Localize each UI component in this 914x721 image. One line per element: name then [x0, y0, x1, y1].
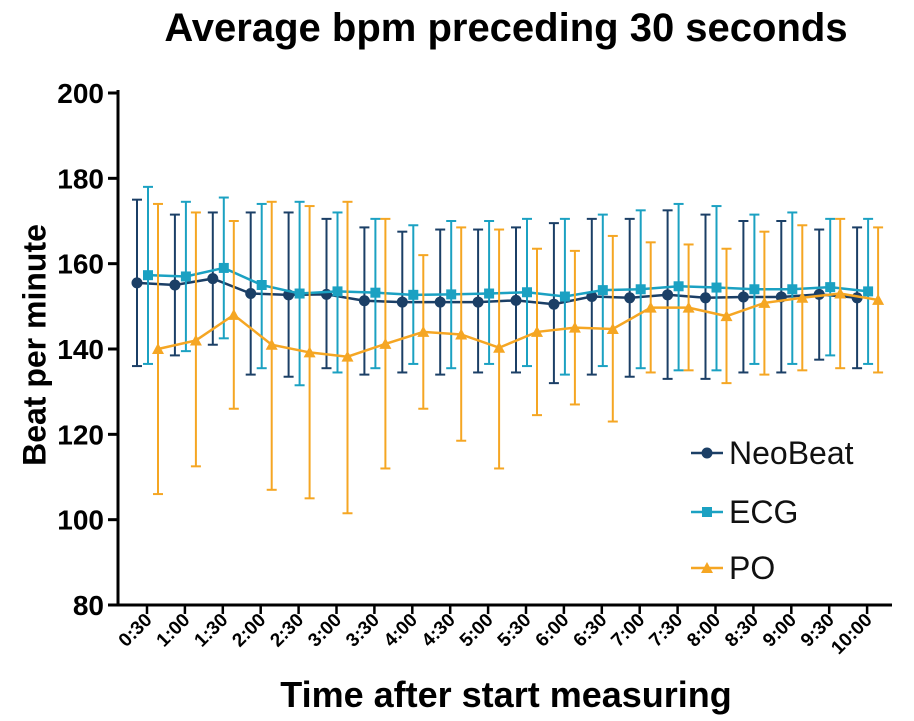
- data-point: [758, 296, 771, 308]
- y-tick-label: 120: [57, 419, 104, 450]
- data-point: [434, 296, 446, 308]
- data-point: [682, 301, 695, 313]
- x-tick-label: 8:30: [721, 610, 763, 652]
- x-tick-label: 2:00: [228, 610, 270, 652]
- data-point: [606, 322, 619, 334]
- data-point: [358, 295, 370, 307]
- x-axis-title: Time after start measuring: [280, 674, 732, 715]
- data-point: [169, 279, 181, 291]
- data-point: [180, 271, 191, 282]
- x-tick-label: 7:00: [607, 610, 649, 652]
- x-tick-label: 2:30: [266, 610, 308, 652]
- data-point: [218, 262, 229, 273]
- data-point: [796, 291, 809, 303]
- x-tick-label: 5:00: [456, 610, 498, 652]
- x-tick-label: 9:00: [759, 610, 801, 652]
- data-point: [143, 270, 153, 281]
- x-tick-label: 3:30: [342, 610, 384, 652]
- data-point: [472, 296, 484, 308]
- data-point: [635, 284, 646, 295]
- legend-label: NeoBeat: [729, 435, 854, 471]
- x-tick-label: 10:00: [827, 610, 876, 659]
- data-point: [737, 291, 749, 303]
- data-point: [446, 289, 457, 300]
- chart-title: Average bpm preceding 30 seconds: [164, 6, 848, 50]
- data-point: [131, 277, 143, 289]
- y-tick-label: 160: [57, 249, 104, 280]
- data-point: [834, 287, 847, 299]
- x-tick-label: 8:00: [683, 610, 725, 652]
- data-point: [531, 325, 543, 337]
- series-line: [157, 292, 879, 358]
- x-tick-label: 4:30: [418, 610, 460, 652]
- data-point: [256, 280, 267, 290]
- data-point: [332, 286, 343, 297]
- data-point: [207, 273, 219, 285]
- data-point: [749, 284, 760, 295]
- y-tick-label: 140: [57, 334, 104, 365]
- data-point: [408, 289, 419, 300]
- data-point: [493, 341, 506, 353]
- data-point: [321, 288, 332, 300]
- x-tick-label: 0:30: [115, 610, 157, 652]
- data-point: [644, 301, 657, 313]
- x-tick-label: 4:00: [380, 610, 422, 652]
- data-point: [152, 343, 164, 354]
- x-tick-label: 3:00: [304, 610, 346, 652]
- data-point: [597, 285, 608, 296]
- y-tick-label: 100: [57, 505, 104, 536]
- data-point: [510, 294, 522, 306]
- data-point: [379, 337, 392, 349]
- data-point: [265, 338, 278, 350]
- legend-marker: [701, 447, 713, 459]
- x-tick-label: 1:30: [191, 610, 233, 652]
- legend-label: PO: [729, 550, 775, 586]
- data-point: [863, 286, 874, 297]
- data-point: [787, 284, 798, 295]
- data-point: [227, 308, 240, 320]
- data-point: [872, 293, 885, 305]
- data-point: [370, 287, 381, 298]
- legend-label: ECG: [729, 494, 798, 530]
- data-point: [455, 328, 468, 340]
- data-point: [673, 281, 684, 292]
- data-point: [720, 310, 733, 322]
- data-point: [303, 346, 316, 358]
- y-tick-label: 200: [57, 78, 104, 109]
- data-point: [522, 287, 532, 298]
- data-point: [711, 282, 722, 293]
- data-point: [624, 292, 636, 304]
- data-point: [568, 321, 581, 333]
- data-point: [341, 350, 354, 362]
- x-tick-label: 7:30: [645, 610, 687, 652]
- legend-marker: [702, 507, 712, 517]
- data-point: [189, 334, 202, 346]
- series-line: [147, 266, 869, 298]
- data-point: [294, 288, 305, 299]
- data-point: [586, 291, 598, 303]
- x-tick-label: 6:00: [532, 610, 574, 652]
- data-point: [396, 296, 408, 308]
- x-tick-label: 5:30: [494, 610, 536, 652]
- data-point: [548, 298, 560, 310]
- data-point: [559, 291, 570, 302]
- x-tick-label: 6:30: [570, 610, 612, 652]
- legend-marker: [701, 562, 713, 573]
- data-point: [700, 292, 711, 304]
- y-tick-label: 80: [73, 590, 104, 621]
- data-point: [825, 282, 836, 293]
- x-tick-label: 1:00: [153, 610, 195, 652]
- y-tick-label: 180: [57, 163, 104, 194]
- data-point: [417, 325, 430, 337]
- series-line: [136, 277, 858, 306]
- data-point: [484, 288, 495, 299]
- data-point: [662, 289, 674, 301]
- data-point: [245, 288, 257, 300]
